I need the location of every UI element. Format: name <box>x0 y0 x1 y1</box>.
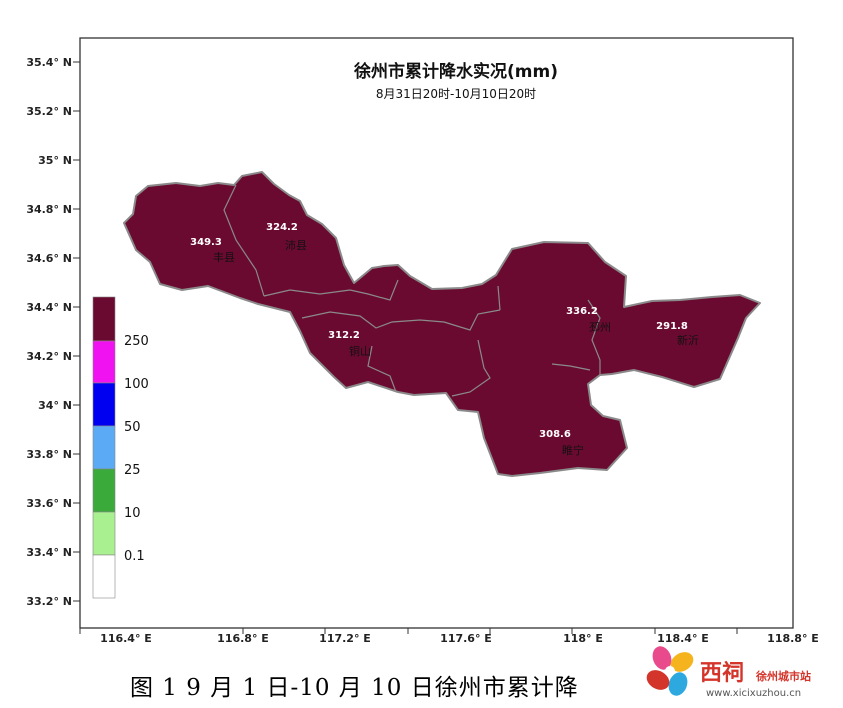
y-tick-label: 35.2° N <box>26 105 72 118</box>
y-tick: 35° N <box>38 154 80 167</box>
map-subtitle: 8月31日20时-10月10日20时 <box>376 87 536 101</box>
x-tick-label: 118° E <box>563 632 603 645</box>
y-tick-label: 35.4° N <box>26 56 72 69</box>
y-tick: 34° N <box>38 399 80 412</box>
station-value-suining: 308.6 <box>539 429 571 440</box>
y-tick-label: 34.6° N <box>26 252 72 265</box>
x-axis: 116.4° E 116.8° E 117.2° E 117.6° E 118°… <box>79 628 819 645</box>
y-tick: 34.4° N <box>26 301 80 314</box>
logo-main-text: 西祠 <box>700 660 744 686</box>
x-tick: 117.6° E <box>407 628 492 645</box>
x-tick-label: 116.8° E <box>217 632 269 645</box>
y-tick-label: 34.4° N <box>26 301 72 314</box>
x-tick: 116.8° E <box>217 628 269 645</box>
station-labels: 349.3 丰县 324.2 沛县 312.2 铜山 336.2 邳州 291.… <box>190 222 699 457</box>
y-tick-label: 33.8° N <box>26 448 72 461</box>
y-tick: 33.2° N <box>26 595 80 608</box>
legend-label: 0.1 <box>124 549 145 564</box>
county-border <box>223 184 601 397</box>
legend-label: 100 <box>124 377 149 392</box>
y-tick: 33.4° N <box>26 546 80 559</box>
legend-swatch <box>92 468 116 513</box>
legend-label: 10 <box>124 506 141 521</box>
y-axis: 35.4° N 35.2° N 35° N 34.8° N 34.6° N 34… <box>26 56 80 608</box>
legend-swatch <box>92 340 116 384</box>
legend-swatch <box>92 425 116 470</box>
station-value-peixian: 324.2 <box>266 222 298 233</box>
y-tick: 35.2° N <box>26 105 80 118</box>
figure-caption: 图 1 9 月 1 日-10 月 10 日徐州市累计降 <box>130 675 579 701</box>
station-name-tongshan: 铜山 <box>349 344 371 358</box>
legend: 250 100 50 25 10 0.1 <box>92 296 149 599</box>
legend-label: 50 <box>124 420 141 435</box>
x-tick-label: 116.4° E <box>100 632 152 645</box>
x-tick-label: 117.6° E <box>440 632 492 645</box>
x-tick: 118° E <box>489 628 603 645</box>
station-value-xinyi: 291.8 <box>656 321 688 332</box>
station-value-fengxian: 349.3 <box>190 237 222 248</box>
legend-swatch <box>92 382 116 427</box>
logo-sub-text: 徐州城市站 <box>755 669 811 683</box>
x-tick-label: 117.2° E <box>319 632 371 645</box>
y-tick: 33.8° N <box>26 448 80 461</box>
y-tick-label: 34° N <box>38 399 72 412</box>
xuzhou-region <box>123 171 761 477</box>
y-tick: 34.2° N <box>26 350 80 363</box>
station-name-suining: 睢宁 <box>562 443 584 457</box>
station-value-tongshan: 312.2 <box>328 330 360 341</box>
legend-label: 250 <box>124 334 149 349</box>
y-tick-label: 34.2° N <box>26 350 72 363</box>
station-name-fengxian: 丰县 <box>213 251 235 264</box>
logo-url-text: www.xicixuzhou.cn <box>706 688 801 699</box>
y-tick-label: 35° N <box>38 154 72 167</box>
y-tick-label: 33.6° N <box>26 497 72 510</box>
y-tick: 34.8° N <box>26 203 80 216</box>
legend-swatch <box>92 296 116 342</box>
station-name-peixian: 沛县 <box>285 238 307 252</box>
region-fill <box>123 171 761 477</box>
y-tick-label: 34.8° N <box>26 203 72 216</box>
legend-label: 25 <box>124 463 141 478</box>
station-name-xinyi: 新沂 <box>677 333 699 347</box>
legend-swatch <box>92 554 116 599</box>
x-tick-label: 118.8° E <box>767 632 819 645</box>
site-logo: 西祠 徐州城市站 www.xicixuzhou.cn <box>646 646 811 699</box>
station-name-pizhou: 邳州 <box>589 321 611 334</box>
legend-swatch <box>92 511 116 556</box>
x-tick: 117.2° E <box>319 628 371 645</box>
x-tick: 118.8° E <box>654 628 819 645</box>
y-tick: 35.4° N <box>26 56 80 69</box>
pinwheel-icon <box>646 646 694 696</box>
y-tick: 33.6° N <box>26 497 80 510</box>
x-tick: 118.4° E <box>571 628 709 645</box>
map-title: 徐州市累计降水实况(mm) <box>353 61 558 82</box>
y-tick-label: 33.4° N <box>26 546 72 559</box>
station-value-pizhou: 336.2 <box>566 306 598 317</box>
x-tick: 116.4° E <box>79 628 152 645</box>
y-tick-label: 33.2° N <box>26 595 72 608</box>
x-tick-label: 118.4° E <box>657 632 709 645</box>
y-tick: 34.6° N <box>26 252 80 265</box>
